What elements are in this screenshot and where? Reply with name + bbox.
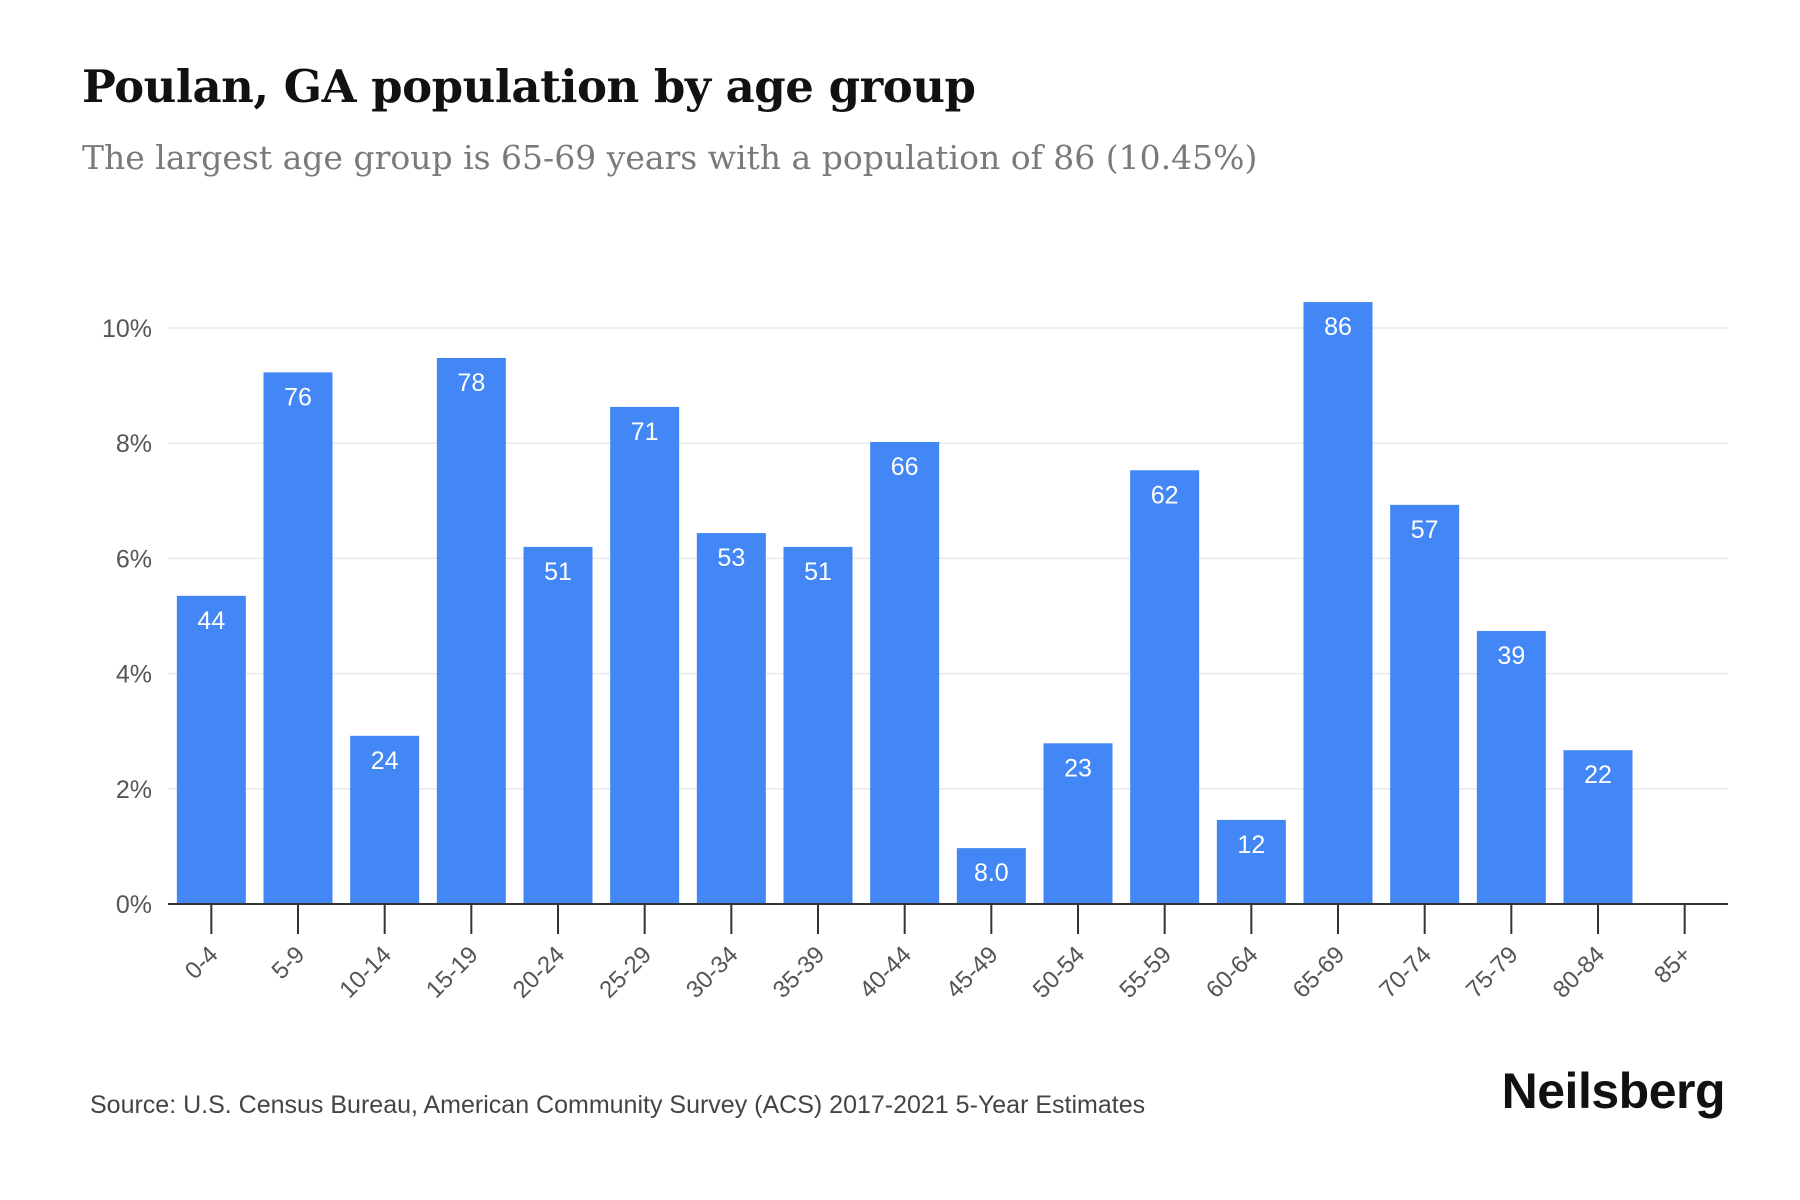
bar-value-label: 86 — [1324, 313, 1352, 341]
bar-value-label: 76 — [284, 383, 312, 411]
gridlines — [168, 327, 1728, 790]
bar — [870, 442, 940, 904]
bar — [1303, 302, 1373, 905]
bar-value-label: 12 — [1237, 831, 1265, 859]
bar — [783, 546, 853, 904]
x-tick-label: 35-39 — [768, 941, 831, 1004]
y-tick-label: 6% — [116, 545, 152, 573]
bar — [436, 357, 506, 904]
bar-value-label: 51 — [544, 558, 572, 586]
x-tick-label: 70-74 — [1374, 941, 1437, 1004]
x-tick-label: 15-19 — [421, 941, 484, 1004]
bars: 44 76 24 78 51 71 53 51 66 8.0 23 62 12 86 57 39 22 — [176, 302, 1633, 905]
bar — [610, 406, 680, 904]
bar — [1130, 470, 1200, 904]
y-tick-label: 10% — [102, 315, 152, 343]
x-tick-label: 60-64 — [1201, 941, 1264, 1004]
bar-value-label: 23 — [1064, 754, 1092, 782]
bar — [1563, 750, 1633, 904]
x-tick-label: 80-84 — [1548, 941, 1611, 1004]
x-tick-label: 10-14 — [334, 941, 397, 1004]
bar-value-label: 62 — [1151, 481, 1179, 509]
x-tick-label: 65-69 — [1288, 941, 1351, 1004]
y-tick-label: 2% — [116, 776, 152, 804]
bar — [1476, 630, 1546, 904]
bar — [1216, 819, 1286, 904]
bar — [176, 595, 246, 904]
chart-subtitle: The largest age group is 65-69 years wit… — [82, 138, 1258, 177]
x-tick-label: 40-44 — [854, 941, 917, 1004]
bar-value-label: 51 — [804, 558, 832, 586]
bar-value-label: 39 — [1497, 642, 1525, 670]
source-note: Source: U.S. Census Bureau, American Com… — [90, 1091, 1146, 1119]
bar — [1043, 743, 1113, 904]
x-tick-label: 55-59 — [1114, 941, 1177, 1004]
bar — [696, 533, 766, 904]
bar-value-label: 8.0 — [974, 859, 1009, 887]
x-tick-label: 5-9 — [267, 941, 311, 985]
bar — [1390, 504, 1460, 904]
x-tick-label: 30-34 — [681, 941, 744, 1004]
bar-value-label: 24 — [371, 747, 399, 775]
bar-value-label: 57 — [1411, 516, 1439, 544]
bar-value-label: 66 — [891, 453, 919, 481]
bar — [350, 735, 420, 904]
bar-value-label: 44 — [197, 607, 225, 635]
x-tick-label: 85+ — [1649, 941, 1697, 989]
x-tick-label: 45-49 — [941, 941, 1004, 1004]
chart-title: Poulan, GA population by age group — [82, 60, 976, 113]
y-tick-label: 0% — [116, 891, 152, 919]
bar — [523, 546, 593, 904]
x-tick-label: 75-79 — [1461, 941, 1524, 1004]
bar-value-label: 78 — [457, 369, 485, 397]
brand-logo: Neilsberg — [1501, 1063, 1726, 1119]
bar-value-label: 71 — [631, 418, 659, 446]
bar-value-label: 53 — [717, 544, 745, 572]
x-tick-label: 0-4 — [180, 941, 224, 985]
x-tick-label: 25-29 — [594, 941, 657, 1004]
x-tick-label: 50-54 — [1028, 941, 1091, 1004]
x-tick-label: 20-24 — [508, 941, 571, 1004]
bar-value-label: 22 — [1584, 761, 1612, 789]
y-tick-label: 4% — [116, 661, 152, 689]
bar — [263, 372, 333, 904]
y-tick-label: 8% — [116, 430, 152, 458]
bar — [956, 848, 1026, 904]
